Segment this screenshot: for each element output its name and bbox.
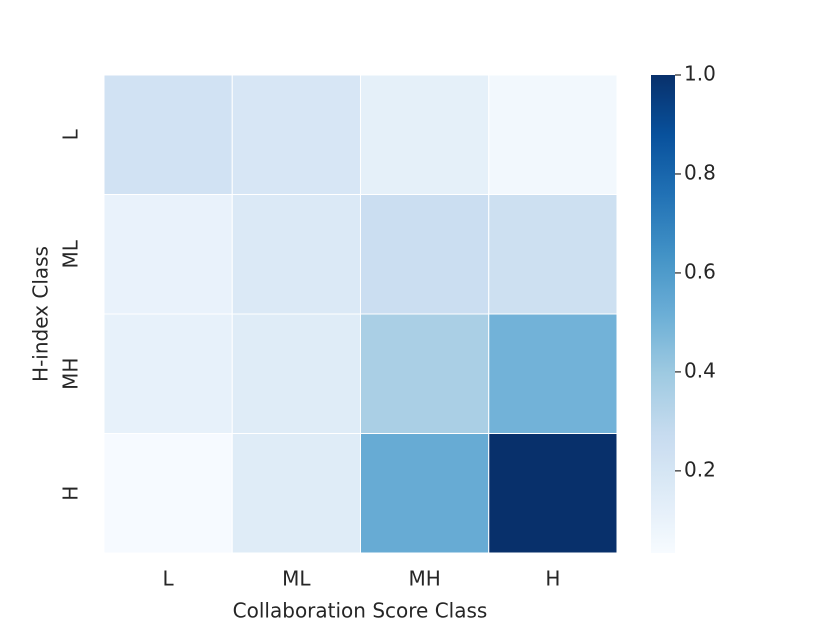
heatmap-cell [488, 74, 618, 195]
heatmap-cell [103, 74, 233, 195]
colorbar-tick-label: 0.4 [684, 358, 716, 382]
heatmap-cell [488, 433, 618, 554]
heatmap-cell [231, 433, 361, 554]
colorbar-tick-label: 0.8 [684, 160, 716, 184]
colorbar-tick-label: 0.2 [684, 457, 716, 481]
x-tick-label: H [545, 567, 560, 591]
x-tick-label: L [163, 567, 175, 591]
heatmap-cell [103, 433, 233, 554]
heatmap-cell [488, 313, 618, 434]
y-tick-label: L [59, 128, 83, 140]
y-axis-label: H-index Class [29, 246, 53, 382]
y-tick-label: H [59, 486, 83, 501]
heatmap-cell [360, 433, 490, 554]
heatmap-cell [103, 194, 233, 315]
heatmap-cell [488, 194, 618, 315]
heatmap-cell [360, 194, 490, 315]
heatmap-cell [360, 313, 490, 434]
x-axis-label: Collaboration Score Class [233, 599, 488, 623]
x-tick-label: ML [282, 567, 311, 591]
colorbar-tick-label: 1.0 [684, 62, 716, 86]
colorbar [651, 75, 675, 553]
heatmap-cell [231, 313, 361, 434]
heatmap-cell [360, 74, 490, 195]
y-tick-label: ML [59, 239, 83, 268]
heatmap-cell [103, 313, 233, 434]
heatmap-cell [231, 74, 361, 195]
y-tick-label: MH [59, 358, 83, 390]
colorbar-tick-label: 0.6 [684, 259, 716, 283]
heatmap-cell [231, 194, 361, 315]
x-tick-label: MH [408, 567, 440, 591]
